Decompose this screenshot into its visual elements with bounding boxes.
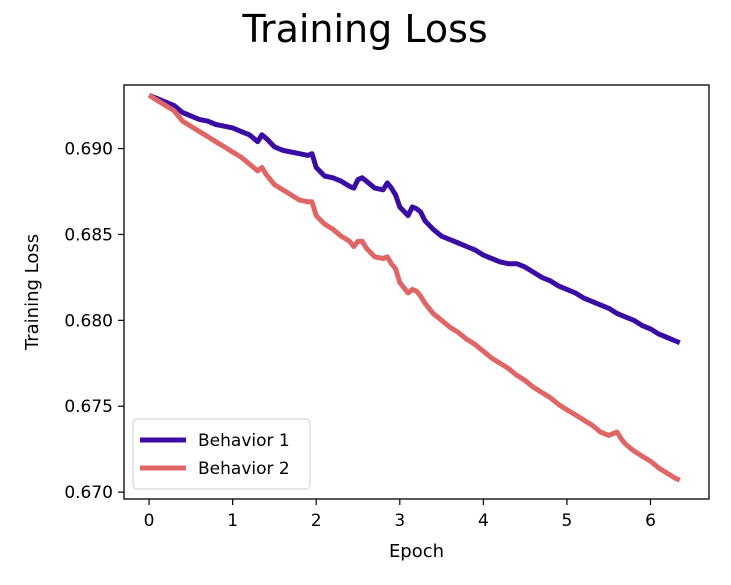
plot-area [147, 92, 681, 483]
legend-box [132, 418, 311, 490]
x-tick-label: 5 [562, 511, 573, 531]
series-line-behavior-1 [148, 92, 681, 346]
x-axis-label: Epoch [389, 541, 444, 562]
legend: Behavior 1 Behavior 2 [132, 418, 311, 490]
x-tick-label: 1 [227, 511, 238, 531]
x-tick-label: 6 [645, 511, 656, 531]
x-tick-label: 2 [311, 511, 322, 531]
x-tick-label: 4 [478, 511, 489, 531]
y-tick-label: 0.670 [64, 483, 113, 503]
y-axis-ticks: 0.670 0.675 0.680 0.685 0.690 [64, 140, 124, 503]
legend-label-behavior-2: Behavior 2 [198, 459, 290, 479]
y-tick-label: 0.690 [64, 140, 113, 160]
y-tick-label: 0.675 [64, 397, 113, 417]
y-tick-label: 0.685 [64, 225, 113, 245]
series-line-behavior-2 [147, 93, 681, 483]
legend-label-behavior-1: Behavior 1 [198, 431, 290, 451]
x-axis-ticks: 0 1 2 3 4 5 6 [144, 499, 656, 531]
y-axis-label: Training Loss [22, 234, 43, 351]
x-tick-label: 0 [144, 511, 155, 531]
x-tick-label: 3 [394, 511, 405, 531]
chart-title: Training Loss [241, 7, 487, 51]
y-tick-label: 0.680 [64, 311, 113, 331]
plot-frame [123, 84, 710, 500]
